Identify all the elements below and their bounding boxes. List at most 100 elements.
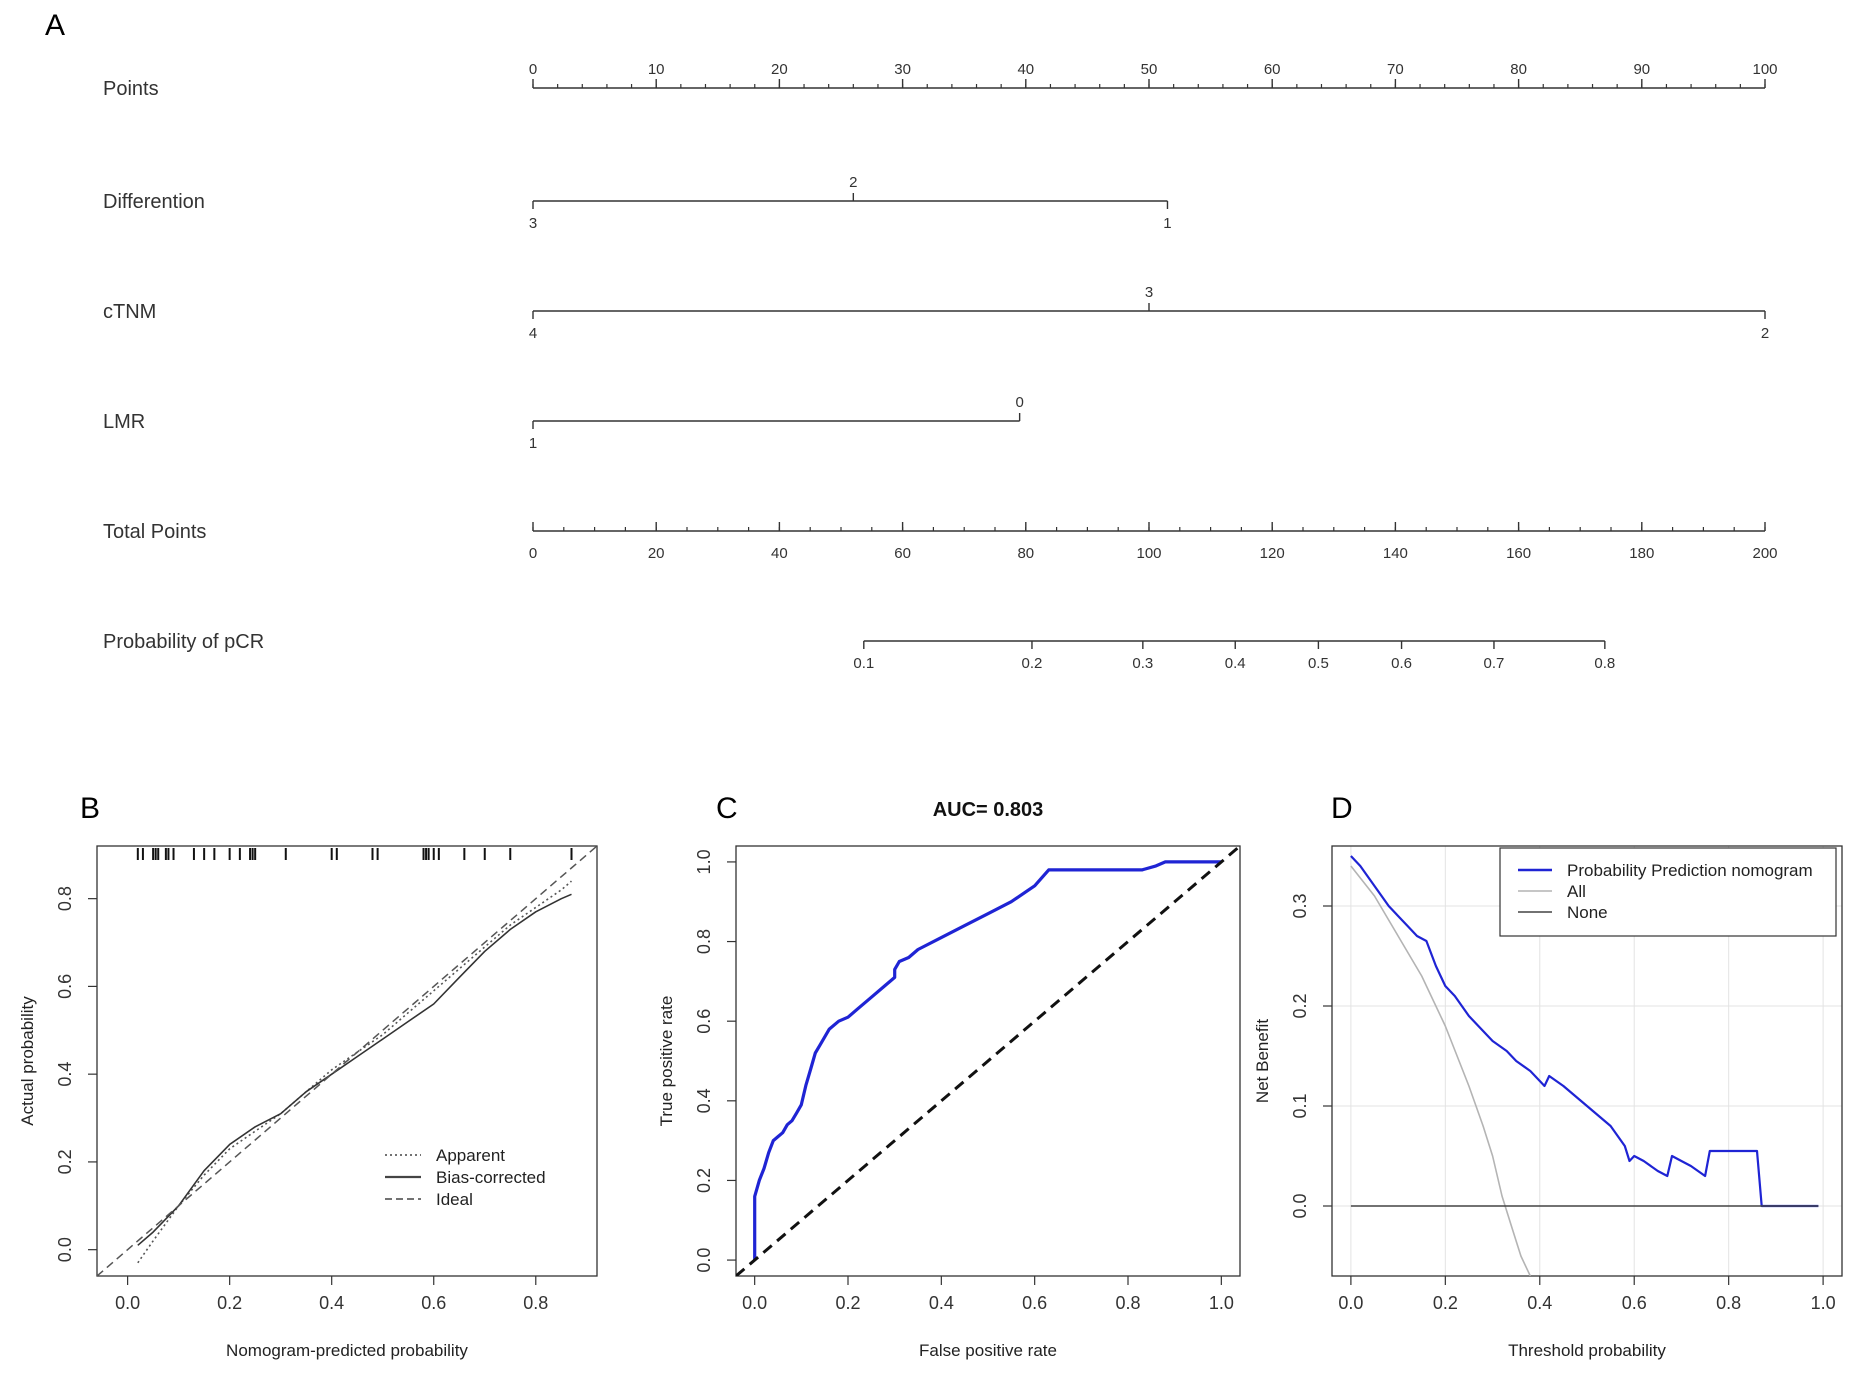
x-tick-label: 1.0 xyxy=(1811,1293,1836,1313)
tick-label: 60 xyxy=(1264,61,1281,78)
tick-label: 180 xyxy=(1629,545,1654,562)
y-tick-label: 0.0 xyxy=(1290,1193,1310,1218)
probability-tick-label: 0.3 xyxy=(1132,655,1153,672)
y-axis-label: Net Benefit xyxy=(1253,1019,1272,1103)
y-axis-label: True positive rate xyxy=(657,996,676,1127)
panel-b-calibration-plot: B 0.0 0.2 0.4 0.6 0.8 0.0 0.2 0.4 0.6 0.8 Nomogram… xyxy=(18,792,598,1360)
legend-label: Apparent xyxy=(436,1146,505,1165)
x-tick-label: 0.6 xyxy=(421,1293,446,1313)
x-axis-label: False positive rate xyxy=(919,1341,1057,1360)
level-label: 2 xyxy=(1761,325,1769,342)
panel-label-a: A xyxy=(45,9,65,42)
tick-label: 90 xyxy=(1633,61,1650,78)
x-tick-label: 0.6 xyxy=(1622,1293,1647,1313)
probability-tick-label: 0.8 xyxy=(1594,655,1615,672)
chart-title: AUC= 0.803 xyxy=(933,799,1044,821)
y-tick-label: 0.1 xyxy=(1290,1093,1310,1118)
plot-frame xyxy=(1331,845,1843,1277)
tick-label: 160 xyxy=(1506,545,1531,562)
y-tick-label: 0.3 xyxy=(1290,893,1310,918)
row-label: Total Points xyxy=(103,521,206,543)
panel-label-b: B xyxy=(80,792,100,825)
x-tick-label: 0.2 xyxy=(217,1293,242,1313)
legend-label: All xyxy=(1567,882,1586,901)
legend-box xyxy=(1499,847,1837,937)
bias-corrected-series-line xyxy=(137,893,572,1246)
x-tick-label: 0.4 xyxy=(319,1293,344,1313)
row-label: LMR xyxy=(103,411,145,433)
y-tick-label: 0.2 xyxy=(55,1149,75,1174)
row-label: Probability of pCR xyxy=(103,631,264,653)
y-tick-label: 0.8 xyxy=(694,929,714,954)
tick-label: 20 xyxy=(771,61,788,78)
level-label: 3 xyxy=(529,215,537,232)
level-label: 3 xyxy=(1145,284,1153,301)
y-tick-label: 0.0 xyxy=(55,1237,75,1262)
row-label: Points xyxy=(103,78,159,100)
legend-label: Probability Prediction nomogram xyxy=(1567,861,1813,880)
y-axis-label: Actual probability xyxy=(18,996,37,1126)
tick-label: 100 xyxy=(1136,545,1161,562)
legend-label: Ideal xyxy=(436,1190,473,1209)
reference-diagonal-line xyxy=(736,846,1240,1276)
level-label: 0 xyxy=(1015,394,1023,411)
x-tick-label: 0.4 xyxy=(929,1293,954,1313)
tick-label: 10 xyxy=(648,61,665,78)
roc-curve-line xyxy=(753,860,1222,1261)
x-axis-label: Nomogram-predicted probability xyxy=(226,1341,468,1360)
ideal-series-line xyxy=(97,846,597,1276)
y-tick-label: 0.4 xyxy=(55,1062,75,1087)
level-label: 4 xyxy=(529,325,537,342)
y-tick-label: 0.4 xyxy=(694,1088,714,1113)
y-tick-label: 0.0 xyxy=(694,1248,714,1273)
x-tick-label: 1.0 xyxy=(1209,1293,1234,1313)
level-label: 2 xyxy=(849,174,857,191)
tick-label: 30 xyxy=(894,61,911,78)
row-label: cTNM xyxy=(103,301,156,323)
tick-label: 40 xyxy=(1017,61,1034,78)
treat-all-line xyxy=(1350,865,1532,1276)
y-tick-label: 0.6 xyxy=(55,974,75,999)
tick-label: 0 xyxy=(529,545,537,562)
tick-label: 40 xyxy=(771,545,788,562)
x-tick-label: 0.4 xyxy=(1527,1293,1552,1313)
probability-tick-label: 0.6 xyxy=(1391,655,1412,672)
apparent-series-line xyxy=(137,880,573,1264)
legend-label: Bias-corrected xyxy=(436,1168,546,1187)
tick-label: 80 xyxy=(1510,61,1527,78)
x-tick-label: 0.0 xyxy=(1338,1293,1363,1313)
tick-label: 70 xyxy=(1387,61,1404,78)
plot-area xyxy=(97,846,597,1276)
x-tick-label: 0.6 xyxy=(1022,1293,1047,1313)
y-tick-label: 0.2 xyxy=(694,1168,714,1193)
row-label: Differention xyxy=(103,191,205,213)
tick-label: 200 xyxy=(1752,545,1777,562)
tick-label: 120 xyxy=(1260,545,1285,562)
level-label: 1 xyxy=(1163,215,1171,232)
panel-c-roc-curve: C 0.0 0.2 0.4 0.6 0.8 1.0 0.0 0.2 0.4 0.6 0.8 1.0 Fa… xyxy=(657,792,1241,1360)
level-label: 1 xyxy=(529,435,537,452)
panel-d-decision-curve: D 0.0 0.2 0.4 0.6 0.8 1.0 0.0 0.1 0.2 0.3 Threshol… xyxy=(1253,792,1843,1360)
x-tick-label: 0.8 xyxy=(523,1293,548,1313)
plot-area xyxy=(736,846,1240,1276)
tick-label: 100 xyxy=(1752,61,1777,78)
legend-label: None xyxy=(1567,903,1608,922)
x-tick-label: 0.8 xyxy=(1115,1293,1140,1313)
tick-label: 80 xyxy=(1017,545,1034,562)
probability-tick-label: 0.5 xyxy=(1308,655,1329,672)
probability-tick-label: 0.2 xyxy=(1022,655,1043,672)
nomogram-net-benefit-line xyxy=(1350,855,1819,1208)
x-tick-label: 0.0 xyxy=(115,1293,140,1313)
plot-frame xyxy=(96,845,598,1277)
y-tick-label: 0.8 xyxy=(55,886,75,911)
probability-tick-label: 0.7 xyxy=(1484,655,1505,672)
x-tick-label: 0.2 xyxy=(1433,1293,1458,1313)
panel-label-c: C xyxy=(716,792,738,825)
plot-area xyxy=(1350,855,1819,1276)
tick-label: 140 xyxy=(1383,545,1408,562)
probability-tick-label: 0.1 xyxy=(853,655,874,672)
tick-label: 50 xyxy=(1141,61,1158,78)
y-tick-label: 1.0 xyxy=(694,849,714,874)
